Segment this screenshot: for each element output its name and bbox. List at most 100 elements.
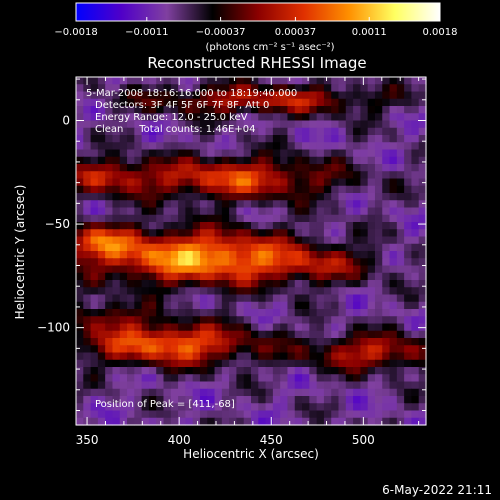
heatmap-cell bbox=[287, 207, 296, 216]
heatmap-cell bbox=[112, 127, 121, 136]
heatmap-cell bbox=[316, 164, 325, 172]
heatmap-cell bbox=[178, 338, 186, 346]
heatmap-cell bbox=[243, 178, 252, 187]
heatmap-cell bbox=[389, 98, 398, 107]
heatmap-cell bbox=[367, 251, 376, 259]
heatmap-cell bbox=[360, 367, 369, 375]
heatmap-cell bbox=[374, 229, 383, 238]
heatmap-cell bbox=[178, 207, 186, 216]
heatmap-cell bbox=[163, 156, 172, 165]
heatmap-cell bbox=[338, 84, 347, 93]
heatmap-cell bbox=[214, 113, 223, 122]
heatmap-cell bbox=[127, 120, 135, 129]
heatmap-cell bbox=[185, 243, 194, 252]
heatmap-cell bbox=[345, 171, 354, 180]
heatmap-cell bbox=[97, 381, 106, 390]
heatmap-cell bbox=[367, 84, 376, 93]
heatmap-cell bbox=[258, 106, 267, 114]
heatmap-cell bbox=[199, 330, 208, 339]
heatmap-cell bbox=[309, 243, 318, 252]
heatmap-cell bbox=[134, 91, 143, 100]
heatmap-cell bbox=[302, 127, 310, 136]
heatmap-cell bbox=[236, 323, 245, 332]
heatmap-cell bbox=[112, 178, 121, 187]
heatmap-cell bbox=[258, 258, 267, 267]
heatmap-cell bbox=[141, 120, 150, 129]
heatmap-cell bbox=[389, 374, 398, 383]
heatmap-cell bbox=[156, 287, 165, 296]
heatmap-cell bbox=[338, 280, 347, 288]
heatmap-cell bbox=[302, 338, 310, 346]
heatmap-cell bbox=[185, 381, 194, 390]
heatmap-cell bbox=[280, 301, 289, 310]
heatmap-cell bbox=[83, 265, 92, 274]
heatmap-cell bbox=[272, 164, 281, 172]
heatmap-cell bbox=[119, 258, 128, 267]
heatmap-cell bbox=[214, 345, 223, 354]
heatmap-cell bbox=[338, 316, 347, 325]
heatmap-cell bbox=[243, 214, 252, 223]
heatmap-cell bbox=[207, 287, 216, 296]
heatmap-cell bbox=[243, 91, 252, 100]
heatmap-cell bbox=[353, 193, 361, 201]
heatmap-cell bbox=[309, 178, 318, 187]
heatmap-cell bbox=[331, 229, 340, 238]
heatmap-cell bbox=[396, 113, 405, 122]
heatmap-cell bbox=[163, 142, 172, 151]
heatmap-cell bbox=[156, 417, 165, 426]
heatmap-cell bbox=[411, 367, 420, 375]
heatmap-cell bbox=[418, 381, 427, 390]
heatmap-cell bbox=[163, 410, 172, 419]
heatmap-cell bbox=[404, 330, 413, 339]
heatmap-cell bbox=[229, 120, 238, 129]
heatmap-cell bbox=[214, 84, 223, 93]
heatmap-cell bbox=[163, 396, 172, 404]
heatmap-cell bbox=[214, 258, 223, 267]
heatmap-cell bbox=[265, 178, 274, 187]
heatmap-cell bbox=[76, 156, 84, 165]
heatmap-cell bbox=[76, 185, 84, 194]
heatmap-cell bbox=[141, 381, 150, 390]
heatmap-cell bbox=[163, 222, 172, 230]
colorbar-tick-label: 0.0011 bbox=[352, 27, 387, 38]
heatmap-cell bbox=[287, 345, 296, 354]
heatmap-cell bbox=[309, 280, 318, 288]
heatmap-cell bbox=[214, 229, 223, 238]
heatmap-cell bbox=[360, 127, 369, 136]
heatmap-cell bbox=[353, 287, 361, 296]
heatmap-cell bbox=[97, 222, 106, 230]
heatmap-cell bbox=[105, 106, 114, 114]
heatmap-cell bbox=[345, 149, 354, 158]
heatmap-cell bbox=[192, 207, 201, 216]
heatmap-cell bbox=[199, 91, 208, 100]
heatmap-cell bbox=[90, 142, 99, 151]
heatmap-cell bbox=[148, 410, 157, 419]
heatmap-cell bbox=[192, 106, 201, 114]
heatmap-cell bbox=[309, 330, 318, 339]
heatmap-cell bbox=[243, 396, 252, 404]
heatmap-cell bbox=[178, 294, 186, 303]
heatmap-cell bbox=[105, 338, 114, 346]
heatmap-cell bbox=[367, 156, 376, 165]
heatmap-cell bbox=[418, 164, 427, 172]
heatmap-cell bbox=[76, 243, 84, 252]
heatmap-cell bbox=[272, 381, 281, 390]
heatmap-cell bbox=[214, 388, 223, 397]
heatmap-cell bbox=[389, 417, 398, 426]
heatmap-cell bbox=[178, 214, 186, 223]
heatmap-cell bbox=[243, 309, 252, 317]
heatmap-cell bbox=[272, 280, 281, 288]
heatmap-cell bbox=[418, 98, 427, 107]
heatmap-cell bbox=[323, 207, 332, 216]
heatmap-cell bbox=[170, 359, 179, 368]
heatmap-cell bbox=[156, 265, 165, 274]
heatmap-cell bbox=[251, 316, 259, 325]
heatmap-cell bbox=[141, 91, 150, 100]
heatmap-cell bbox=[309, 214, 318, 223]
heatmap-cell bbox=[345, 98, 354, 107]
heatmap-cell bbox=[170, 222, 179, 230]
heatmap-cell bbox=[353, 236, 361, 245]
heatmap-cell bbox=[192, 149, 201, 158]
heatmap-cell bbox=[185, 98, 194, 107]
heatmap-cell bbox=[243, 164, 252, 172]
